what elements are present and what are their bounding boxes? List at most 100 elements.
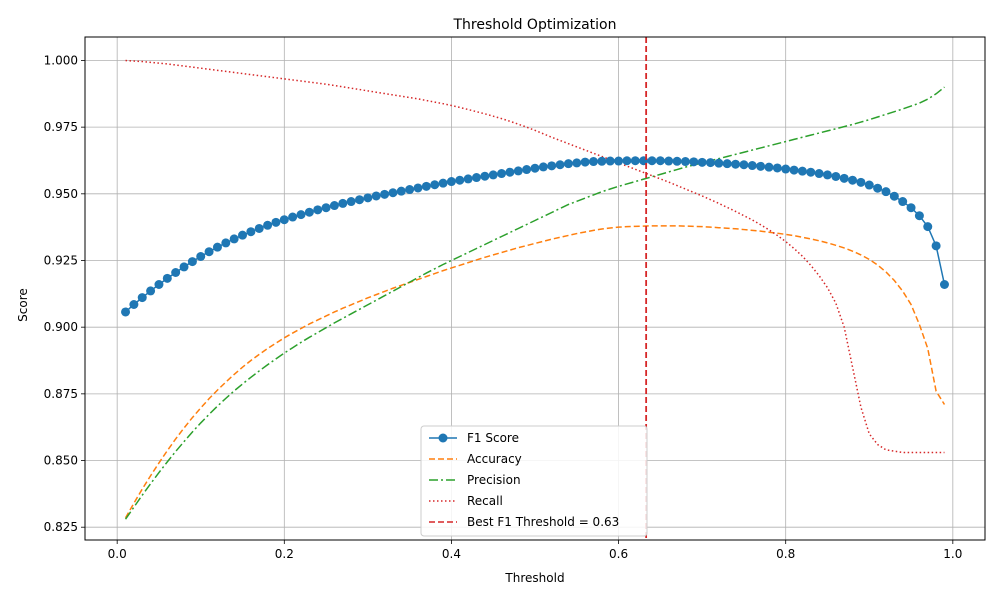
series-f1-score-point	[906, 203, 916, 213]
y-tick-label: 0.850	[44, 454, 78, 468]
series-f1-score-point	[505, 167, 515, 177]
legend-label: F1 Score	[467, 431, 519, 445]
series-f1-score-point	[848, 175, 858, 185]
series-f1-score-point	[647, 156, 657, 166]
legend-label: Recall	[467, 494, 503, 508]
series-f1-score-point	[923, 222, 933, 232]
y-tick-label: 0.825	[44, 520, 78, 534]
series-f1-score-point	[714, 158, 724, 168]
series-f1-score-point	[680, 157, 690, 167]
series-f1-score-point	[873, 183, 883, 193]
series-f1-score-point	[455, 175, 465, 185]
series-f1-score-point	[831, 171, 841, 181]
y-tick-label: 0.900	[44, 320, 78, 334]
series-f1-score-point	[731, 159, 741, 169]
series-f1-score-point	[781, 164, 791, 174]
series-f1-score-point	[864, 180, 874, 190]
series-f1-score-point	[664, 156, 674, 166]
series-f1-score-point	[413, 183, 423, 193]
series-f1-score-point	[355, 195, 365, 205]
series-f1-score-point	[254, 223, 264, 233]
series-f1-score-point	[931, 241, 941, 251]
series-f1-score-point	[580, 157, 590, 167]
series-f1-score-point	[338, 198, 348, 208]
series-f1-score-point	[764, 162, 774, 172]
series-f1-score-point	[196, 251, 206, 261]
series-f1-score-point	[396, 186, 406, 196]
series-f1-score-point	[146, 286, 156, 296]
series-f1-score-point	[822, 170, 832, 180]
series-f1-score-point	[246, 227, 256, 237]
y-axis-label: Score	[16, 288, 30, 322]
x-tick-label: 0.4	[442, 547, 461, 561]
series-f1-score-point	[171, 267, 181, 277]
series-f1-score-point	[488, 170, 498, 180]
series-f1-score-point	[221, 238, 231, 248]
series-f1-score-point	[279, 215, 289, 225]
series-f1-score-point	[179, 262, 189, 272]
series-f1-score-point	[555, 160, 565, 170]
series-f1-score-point	[430, 180, 440, 190]
x-tick-label: 0.2	[275, 547, 294, 561]
series-f1-score-point	[689, 157, 699, 167]
series-f1-score-point	[522, 165, 532, 175]
series-f1-score-point	[380, 189, 390, 199]
legend-box	[420, 425, 648, 537]
series-f1-score-point	[497, 169, 507, 179]
series-f1-score-point	[630, 156, 640, 166]
y-tick-label: 1.000	[44, 53, 78, 67]
series-f1-score-point	[563, 159, 573, 169]
series-f1-score-point	[898, 197, 908, 207]
legend-label: Accuracy	[467, 452, 522, 466]
series-f1-score-point	[472, 173, 482, 183]
y-tick-label: 0.950	[44, 187, 78, 201]
series-f1-score-point	[212, 242, 222, 252]
series-f1-score-point	[137, 293, 147, 303]
series-f1-score-point	[789, 165, 799, 175]
series-f1-score-point	[547, 161, 557, 171]
series-f1-score-point	[588, 157, 598, 167]
series-f1-score-point	[772, 163, 782, 173]
series-f1-score-point	[939, 279, 949, 289]
y-tick-label: 0.925	[44, 253, 78, 267]
series-f1-score-point	[530, 163, 540, 173]
series-f1-score-point	[705, 158, 715, 168]
series-f1-score-point	[263, 220, 273, 230]
series-f1-score-point	[329, 201, 339, 211]
series-f1-score-point	[238, 230, 248, 240]
x-tick-label: 0.6	[609, 547, 628, 561]
series-precision-line	[124, 86, 945, 520]
series-f1-score-point	[889, 191, 899, 201]
series-f1-score-point	[371, 191, 381, 201]
series-f1-score-point	[304, 207, 314, 217]
series-f1-score-point	[271, 217, 281, 227]
series-f1-score-point	[747, 161, 757, 171]
series-f1-score-point	[363, 193, 373, 203]
series-f1-score-point	[881, 187, 891, 197]
series-f1-score-point	[655, 156, 665, 166]
x-tick-label: 0.8	[776, 547, 795, 561]
series-f1-score-point	[622, 156, 632, 166]
series-f1-score-point	[513, 166, 523, 176]
plot-frame	[84, 36, 986, 541]
series-f1-score-point	[438, 178, 448, 188]
series-f1-score-point	[614, 156, 624, 166]
series-layer	[121, 59, 949, 520]
series-f1-score-point	[672, 156, 682, 166]
series-f1-score-point	[605, 156, 615, 166]
legend-label: Precision	[467, 473, 521, 487]
series-f1-score-point	[229, 234, 239, 244]
series-f1-score-point	[839, 173, 849, 183]
series-f1-score-point	[446, 177, 456, 187]
series-f1-score-point	[597, 156, 607, 166]
y-tick-label: 0.975	[44, 120, 78, 134]
series-f1-score-point	[204, 247, 214, 257]
series-f1-score-point	[187, 257, 197, 267]
series-f1-score-point	[739, 160, 749, 170]
series-f1-score-point	[121, 307, 131, 317]
series-f1-score-point	[722, 159, 732, 169]
series-f1-score-point	[313, 205, 323, 215]
series-f1-score-point	[321, 203, 331, 213]
x-tick-label: 0.0	[108, 547, 127, 561]
